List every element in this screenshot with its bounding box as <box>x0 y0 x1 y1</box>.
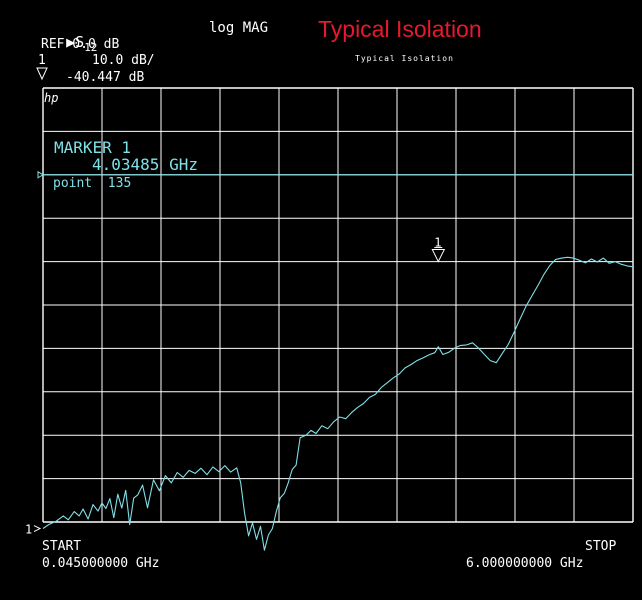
stop-frequency: 6.000000000 GHz <box>466 556 584 571</box>
format-label: log MAG <box>209 20 269 36</box>
start-frequency: 0.045000000 GHz <box>42 556 160 571</box>
header-marker-icon <box>36 67 48 81</box>
scale-per-div: 10.0 dB/ <box>92 53 155 68</box>
stop-label: STOP <box>585 539 617 554</box>
chart-subtitle: Typical Isolation <box>355 54 454 63</box>
parameter-prefix: ▶S <box>66 33 85 51</box>
channel-indicator-label: 1 <box>25 523 32 537</box>
chart-title: Typical Isolation <box>318 16 482 42</box>
marker-number-label: 1 <box>434 236 441 250</box>
reference-pointer-icon <box>37 170 44 179</box>
marker-triangle-icon <box>431 249 446 263</box>
grid <box>42 87 634 523</box>
hp-logo: hp <box>44 91 59 105</box>
start-label: START <box>42 539 82 554</box>
marker-frequency: 4.03485 GHz <box>92 155 198 174</box>
marker-heading: MARKER 1 <box>54 138 132 157</box>
parameter-subscript: 12 <box>84 41 98 54</box>
marker-point: point 135 <box>53 176 132 191</box>
trace-line <box>42 256 634 551</box>
chart-marks: 11 <box>25 67 634 551</box>
marker-value: -40.447 dB <box>66 70 145 85</box>
reference-level: REF 0.0 dB <box>41 37 120 52</box>
parameter-label: ▶S12 <box>30 20 97 65</box>
channel-number: 1 <box>38 53 46 68</box>
channel-arrow-icon <box>33 525 42 532</box>
